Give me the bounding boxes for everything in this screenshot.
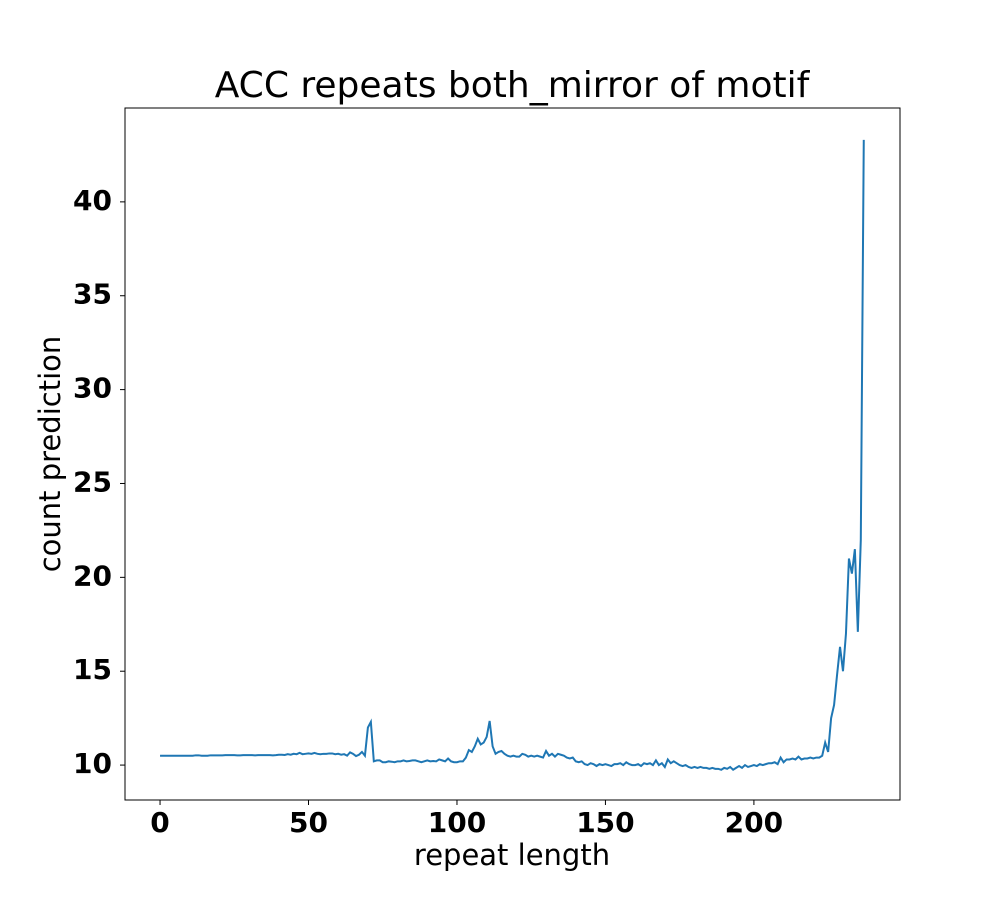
y-axis-label: count prediction bbox=[33, 336, 67, 573]
x-tick-label: 0 bbox=[150, 806, 169, 839]
data-line bbox=[160, 139, 865, 772]
y-tick-label: 40 bbox=[73, 184, 112, 217]
x-tick-label: 150 bbox=[576, 806, 634, 839]
x-axis-label: repeat length bbox=[414, 838, 610, 872]
y-tick-label: 25 bbox=[73, 465, 112, 498]
plot-frame bbox=[124, 107, 901, 801]
x-tick-label: 200 bbox=[725, 806, 783, 839]
x-tick-label: 50 bbox=[289, 806, 328, 839]
y-tick-label: 30 bbox=[73, 372, 112, 405]
y-tick-label: 15 bbox=[73, 653, 112, 686]
chart-title: ACC repeats both_mirror of motif bbox=[215, 65, 811, 106]
x-tick-label: 100 bbox=[428, 806, 486, 839]
y-tick-label: 10 bbox=[73, 747, 112, 780]
y-tick-label: 35 bbox=[73, 278, 112, 311]
y-tick-label: 20 bbox=[73, 559, 112, 592]
